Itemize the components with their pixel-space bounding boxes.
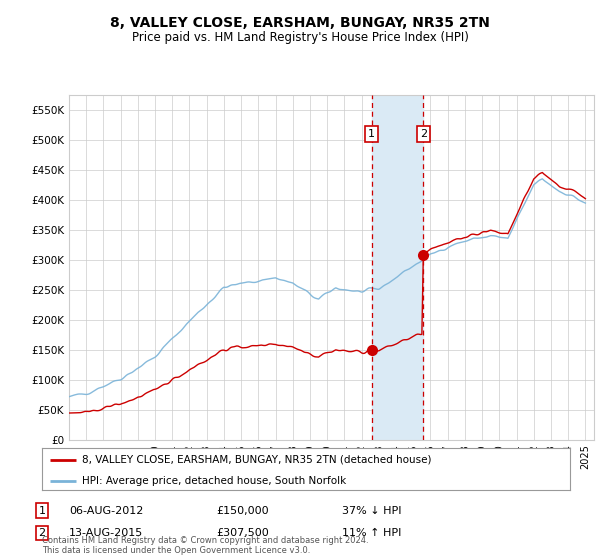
Text: £307,500: £307,500 xyxy=(216,528,269,538)
Text: 2: 2 xyxy=(38,528,46,538)
Text: £150,000: £150,000 xyxy=(216,506,269,516)
Text: 1: 1 xyxy=(368,129,375,139)
Text: 37% ↓ HPI: 37% ↓ HPI xyxy=(342,506,401,516)
Bar xyxy=(371,95,423,440)
Text: 11% ↑ HPI: 11% ↑ HPI xyxy=(342,528,401,538)
Text: HPI: Average price, detached house, South Norfolk: HPI: Average price, detached house, Sout… xyxy=(82,476,346,486)
Text: Price paid vs. HM Land Registry's House Price Index (HPI): Price paid vs. HM Land Registry's House … xyxy=(131,31,469,44)
Text: 2: 2 xyxy=(419,129,427,139)
Text: 8, VALLEY CLOSE, EARSHAM, BUNGAY, NR35 2TN (detached house): 8, VALLEY CLOSE, EARSHAM, BUNGAY, NR35 2… xyxy=(82,455,431,465)
Text: 1: 1 xyxy=(38,506,46,516)
Text: 13-AUG-2015: 13-AUG-2015 xyxy=(69,528,143,538)
Text: 8, VALLEY CLOSE, EARSHAM, BUNGAY, NR35 2TN: 8, VALLEY CLOSE, EARSHAM, BUNGAY, NR35 2… xyxy=(110,16,490,30)
Text: 06-AUG-2012: 06-AUG-2012 xyxy=(69,506,143,516)
Text: Contains HM Land Registry data © Crown copyright and database right 2024.
This d: Contains HM Land Registry data © Crown c… xyxy=(42,535,368,555)
